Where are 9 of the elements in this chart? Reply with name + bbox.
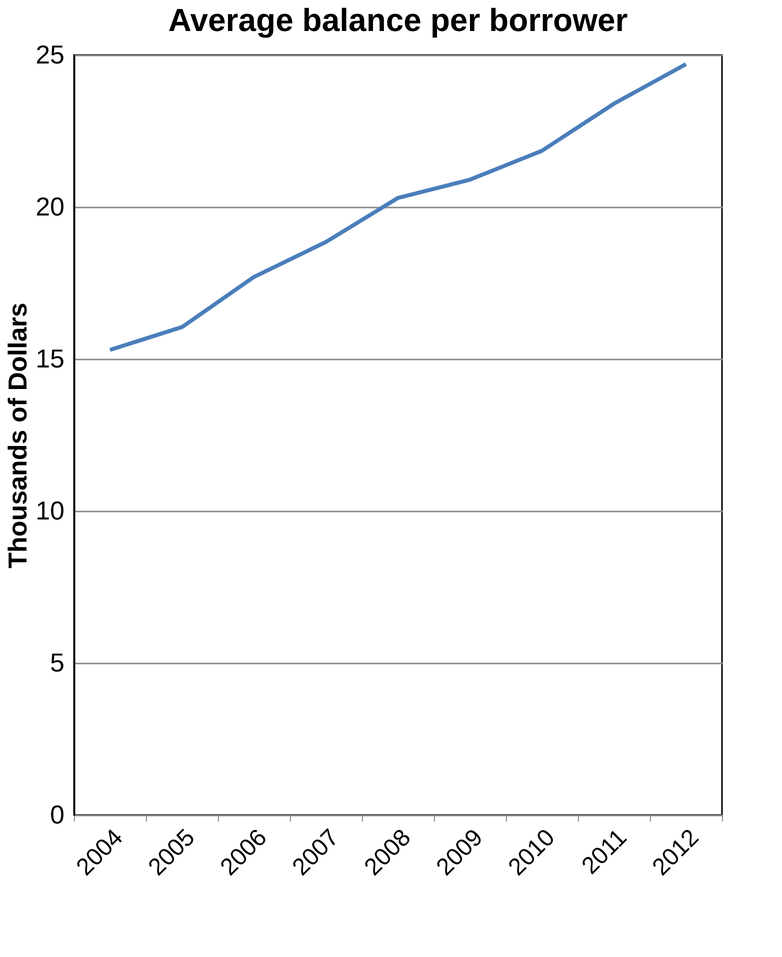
- y-tick-label: 20: [36, 192, 64, 222]
- y-tick-label: 5: [50, 648, 64, 678]
- line-series: [108, 62, 688, 352]
- chart-title: Average balance per borrower: [168, 2, 628, 38]
- y-axis-title: Thousands of Dollars: [2, 302, 33, 568]
- y-tick-label: 25: [36, 40, 64, 70]
- y-tick-label: 0: [50, 800, 64, 830]
- y-tick-label: 10: [36, 496, 64, 526]
- y-tick-label: 15: [36, 344, 64, 374]
